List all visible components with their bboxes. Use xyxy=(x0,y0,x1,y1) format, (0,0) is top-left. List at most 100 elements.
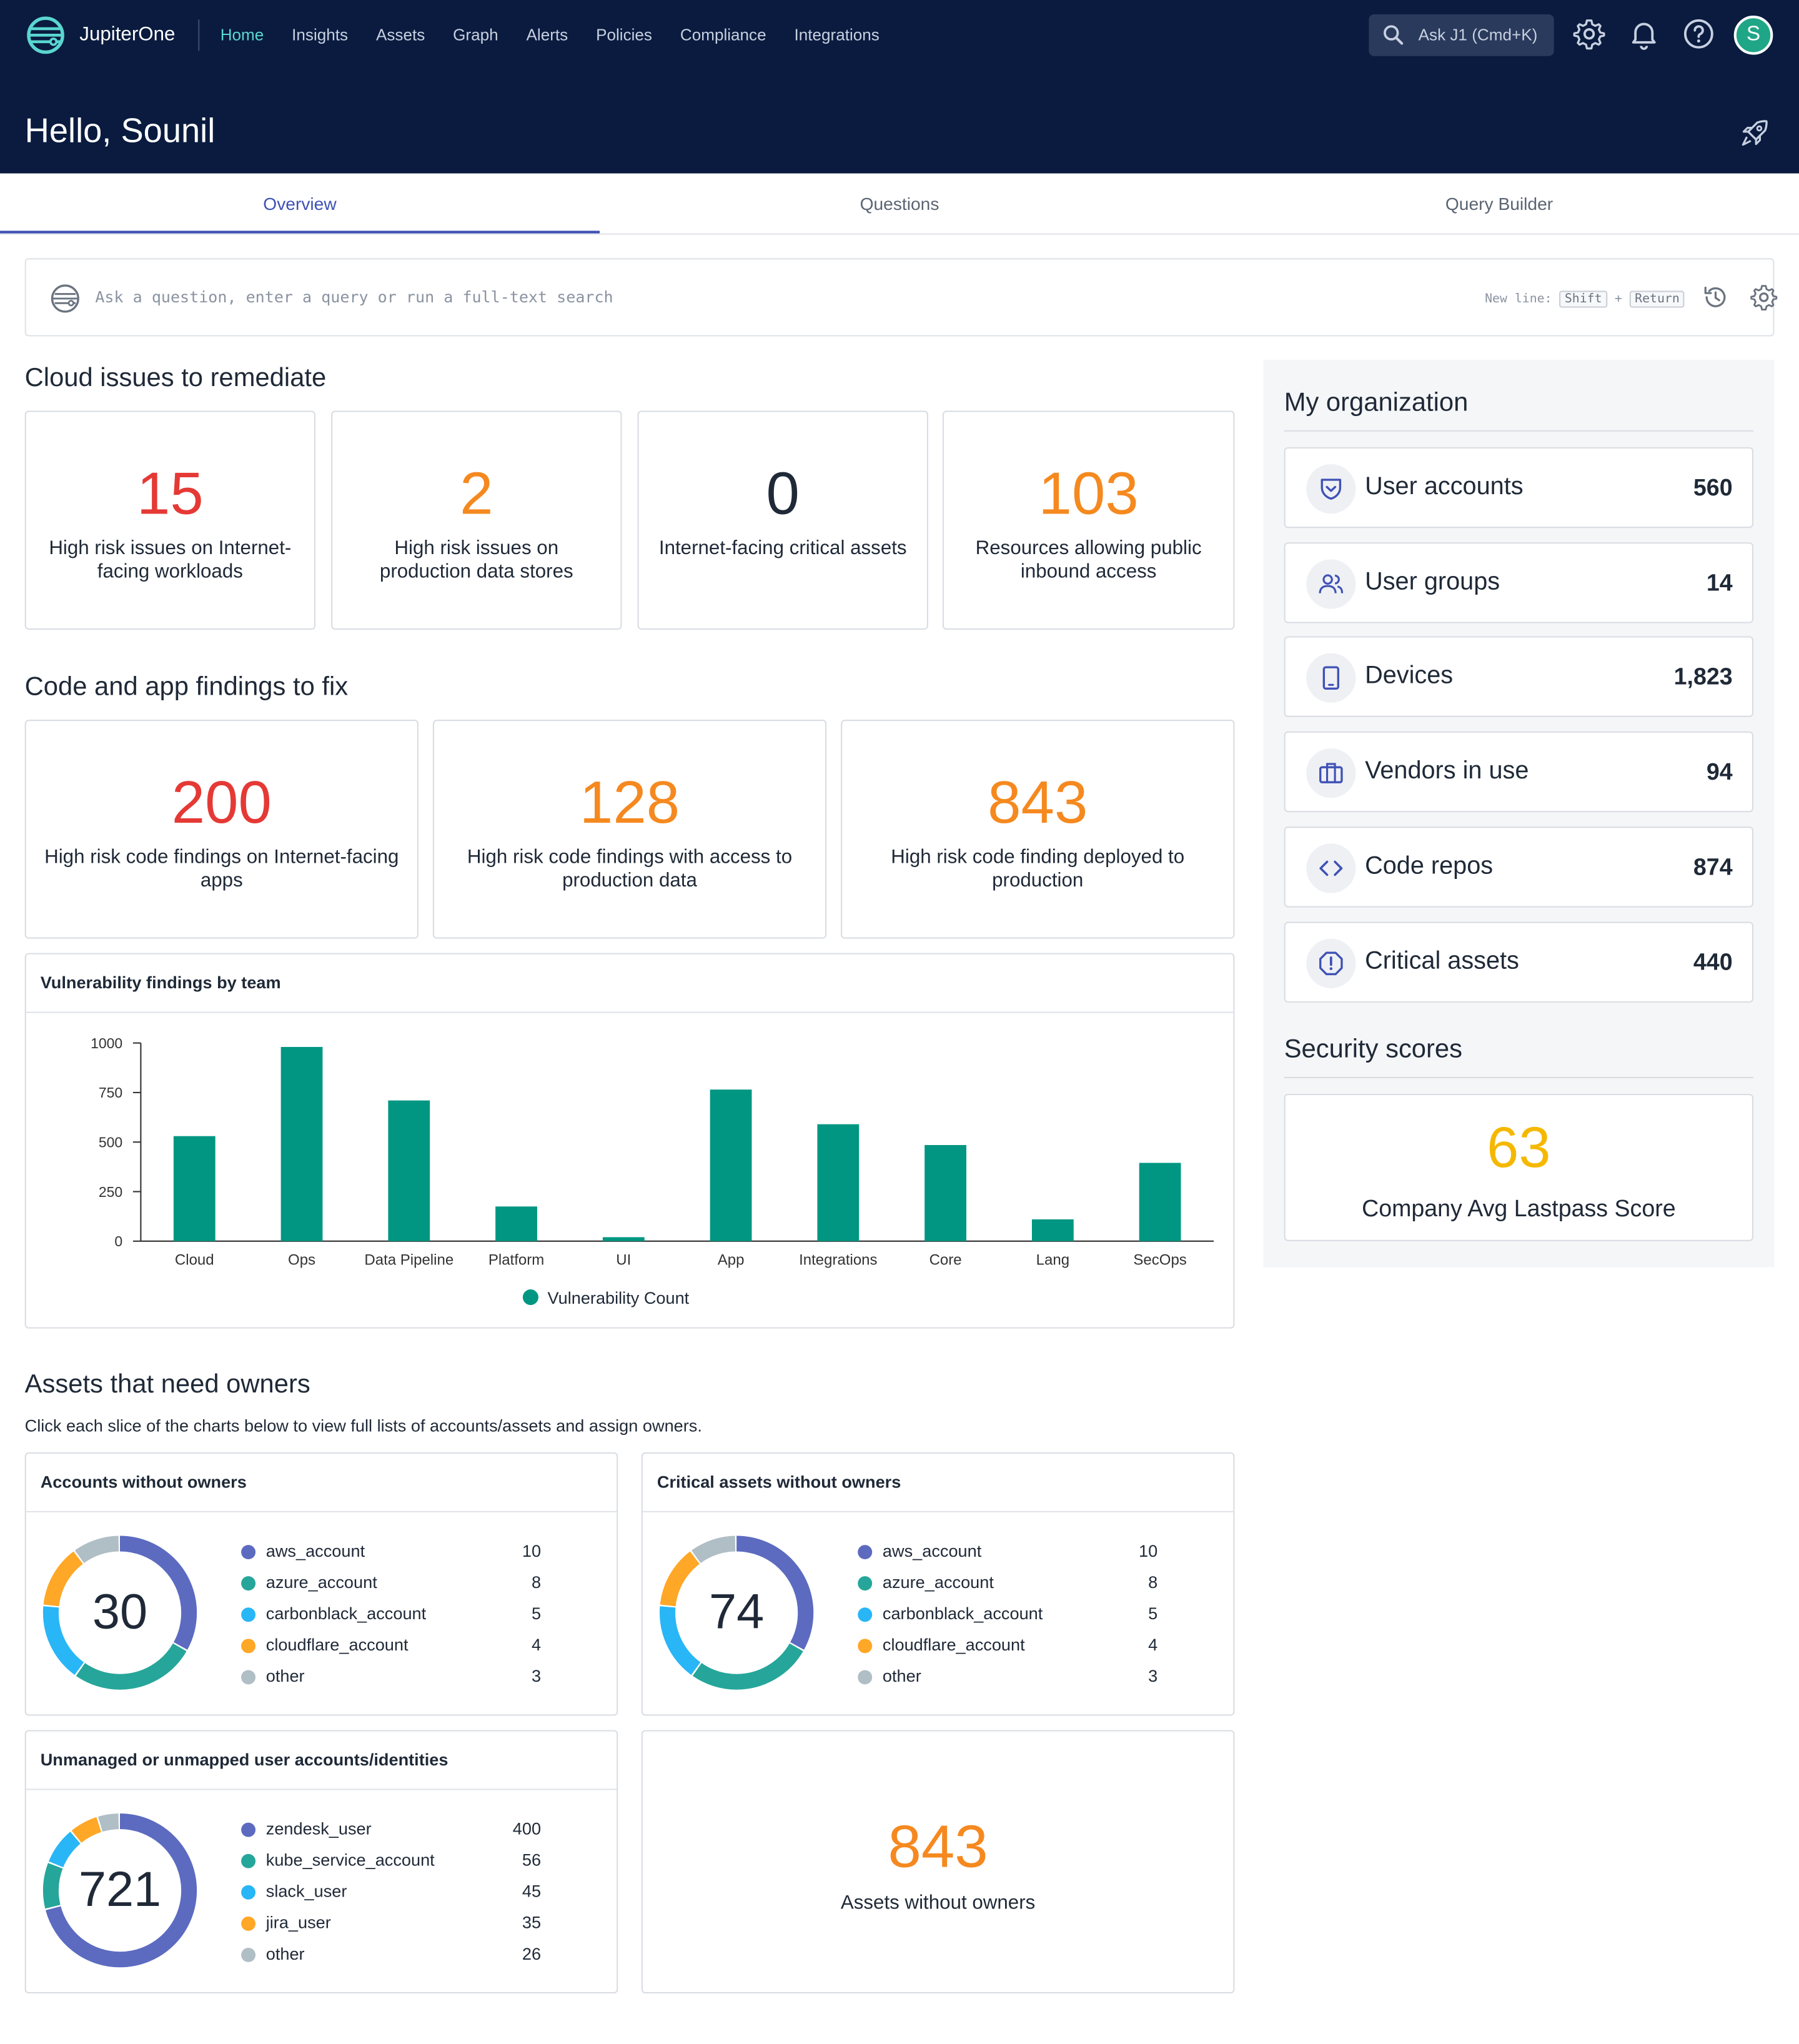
legend-item[interactable]: azure_account 8 xyxy=(241,1572,541,1596)
metric-card-code-prod-data[interactable]: 128 High risk code findings with access … xyxy=(432,720,827,939)
history-icon[interactable] xyxy=(1702,283,1730,312)
gear-icon[interactable] xyxy=(1572,17,1606,51)
legend-item[interactable]: jira_user 35 xyxy=(241,1913,541,1937)
donut-slice[interactable] xyxy=(42,1535,197,1690)
jupiterone-logo-icon[interactable] xyxy=(25,14,67,56)
legend-item[interactable]: cloudflare_account 4 xyxy=(858,1635,1157,1659)
bar[interactable] xyxy=(173,1136,216,1241)
brand-name[interactable]: JupiterOne xyxy=(79,23,176,46)
legend-item[interactable]: aws_account 10 xyxy=(241,1541,541,1565)
legend-name: aws_account xyxy=(882,1540,982,1561)
nav-assets[interactable]: Assets xyxy=(375,26,425,44)
donut-chart[interactable] xyxy=(35,1805,204,1975)
metric-card-assets-without-owners[interactable]: 843 Assets without owners xyxy=(641,1730,1235,1994)
x-tick-label: Ops xyxy=(288,1251,315,1268)
legend-item[interactable]: zendesk_user 400 xyxy=(241,1818,541,1842)
return-key: Return xyxy=(1629,290,1685,308)
metric-card-critical-assets[interactable]: 0 Internet-facing critical assets xyxy=(637,410,928,630)
legend-item[interactable]: other 3 xyxy=(241,1666,541,1690)
legend-item[interactable]: other 26 xyxy=(241,1944,541,1968)
metric-value: 843 xyxy=(888,1812,988,1880)
metric-card-code-deployed[interactable]: 843 High risk code finding deployed to p… xyxy=(841,720,1235,939)
bar[interactable] xyxy=(710,1089,752,1241)
org-row-devices[interactable]: Devices 1,823 xyxy=(1284,636,1754,717)
nav-compliance[interactable]: Compliance xyxy=(680,26,766,44)
search-icon xyxy=(1384,25,1404,45)
bell-icon[interactable] xyxy=(1627,17,1661,51)
bar[interactable] xyxy=(1139,1163,1181,1241)
org-row-user-accounts[interactable]: User accounts 560 xyxy=(1284,447,1754,528)
query-settings-icon[interactable] xyxy=(1750,283,1778,312)
metric-value: 843 xyxy=(988,768,1088,836)
jupiterone-query-icon xyxy=(51,284,79,313)
legend-item[interactable]: azure_account 8 xyxy=(858,1572,1157,1596)
donut-slice[interactable] xyxy=(660,1535,814,1690)
legend-item[interactable]: slack_user 45 xyxy=(241,1882,541,1905)
nav-home[interactable]: Home xyxy=(220,26,264,44)
query-input[interactable]: Ask a question, enter a query or run a f… xyxy=(95,288,613,307)
help-icon[interactable] xyxy=(1682,17,1715,51)
tab-questions[interactable]: Questions xyxy=(860,194,939,214)
tab-query-builder[interactable]: Query Builder xyxy=(1445,194,1554,214)
bar[interactable] xyxy=(817,1124,860,1241)
donut-title-divider xyxy=(642,1511,1234,1512)
legend-name: jira_user xyxy=(265,1912,331,1932)
metric-card-public-inbound[interactable]: 103 Resources allowing public inbound ac… xyxy=(942,410,1235,630)
metric-label: High risk issues on production data stor… xyxy=(379,537,573,583)
legend-item[interactable]: cloudflare_account 4 xyxy=(241,1635,541,1659)
security-heading-divider xyxy=(1284,1076,1754,1078)
legend-item[interactable]: aws_account 10 xyxy=(858,1541,1157,1565)
org-icon-wrap xyxy=(1306,559,1356,609)
y-tick-label: 0 xyxy=(114,1233,122,1249)
donut-chart[interactable] xyxy=(652,1528,821,1697)
donut-slice[interactable] xyxy=(660,1535,814,1690)
tab-overview[interactable]: Overview xyxy=(0,174,600,234)
nav-integrations[interactable]: Integrations xyxy=(794,26,880,44)
donut-slice[interactable] xyxy=(660,1535,814,1690)
donut-title-divider xyxy=(26,1511,617,1512)
query-bar[interactable]: Ask a question, enter a query or run a f… xyxy=(24,258,1778,337)
legend-item[interactable]: carbonblack_account 5 xyxy=(858,1604,1157,1627)
legend-item[interactable]: kube_service_account 56 xyxy=(241,1850,541,1873)
bar[interactable] xyxy=(924,1144,966,1241)
rocket-icon[interactable] xyxy=(1739,117,1770,149)
nav-alerts[interactable]: Alerts xyxy=(526,26,568,44)
metric-card-code-internet-apps[interactable]: 200 High risk code findings on Internet-… xyxy=(24,720,419,939)
org-row-vendors[interactable]: Vendors in use 94 xyxy=(1284,731,1754,813)
metric-card-internet-workloads[interactable]: 15 High risk issues on Internet-facing w… xyxy=(24,410,316,630)
legend-name: kube_service_account xyxy=(265,1850,435,1870)
bar[interactable] xyxy=(495,1206,537,1241)
org-heading-divider xyxy=(1284,430,1754,432)
org-row-critical-assets[interactable]: Critical assets 440 xyxy=(1284,921,1754,1003)
legend-label[interactable]: Vulnerability Count xyxy=(548,1288,690,1307)
x-tick-label: Data Pipeline xyxy=(364,1251,453,1268)
donut-chart[interactable] xyxy=(35,1528,204,1697)
legend-item[interactable]: other 3 xyxy=(858,1666,1157,1690)
bar[interactable] xyxy=(388,1100,430,1241)
org-row-value: 1,823 xyxy=(1673,663,1733,690)
legend-item[interactable]: carbonblack_account 5 xyxy=(241,1604,541,1627)
org-row-code-repos[interactable]: Code repos 874 xyxy=(1284,826,1754,908)
nav-insights[interactable]: Insights xyxy=(292,26,349,44)
security-score-card[interactable]: 63 Company Avg Lastpass Score xyxy=(1284,1093,1754,1241)
user-avatar[interactable]: S xyxy=(1733,16,1773,55)
legend-dot xyxy=(241,1916,256,1931)
legend-marker[interactable] xyxy=(522,1289,538,1306)
bar[interactable] xyxy=(602,1237,645,1241)
nav-graph[interactable]: Graph xyxy=(453,26,498,44)
y-tick-label: 500 xyxy=(99,1134,122,1151)
x-tick-label: Lang xyxy=(1036,1251,1069,1268)
greeting-title: Hello, Sounil xyxy=(24,111,216,151)
ask-j1-button[interactable]: Ask J1 (Cmd+K) xyxy=(1369,14,1554,56)
donut-slice[interactable] xyxy=(42,1535,197,1690)
donut-slice[interactable] xyxy=(42,1813,197,1968)
org-icon-wrap xyxy=(1306,748,1356,798)
bar[interactable] xyxy=(1031,1219,1074,1241)
donut-slice[interactable] xyxy=(42,1813,197,1968)
org-row-user-groups[interactable]: User groups 14 xyxy=(1284,542,1754,623)
donut-slice[interactable] xyxy=(42,1535,197,1690)
bar[interactable] xyxy=(280,1046,323,1241)
nav-policies[interactable]: Policies xyxy=(596,26,652,44)
org-row-value: 874 xyxy=(1693,853,1733,880)
metric-card-prod-data-stores[interactable]: 2 High risk issues on production data st… xyxy=(331,410,622,630)
